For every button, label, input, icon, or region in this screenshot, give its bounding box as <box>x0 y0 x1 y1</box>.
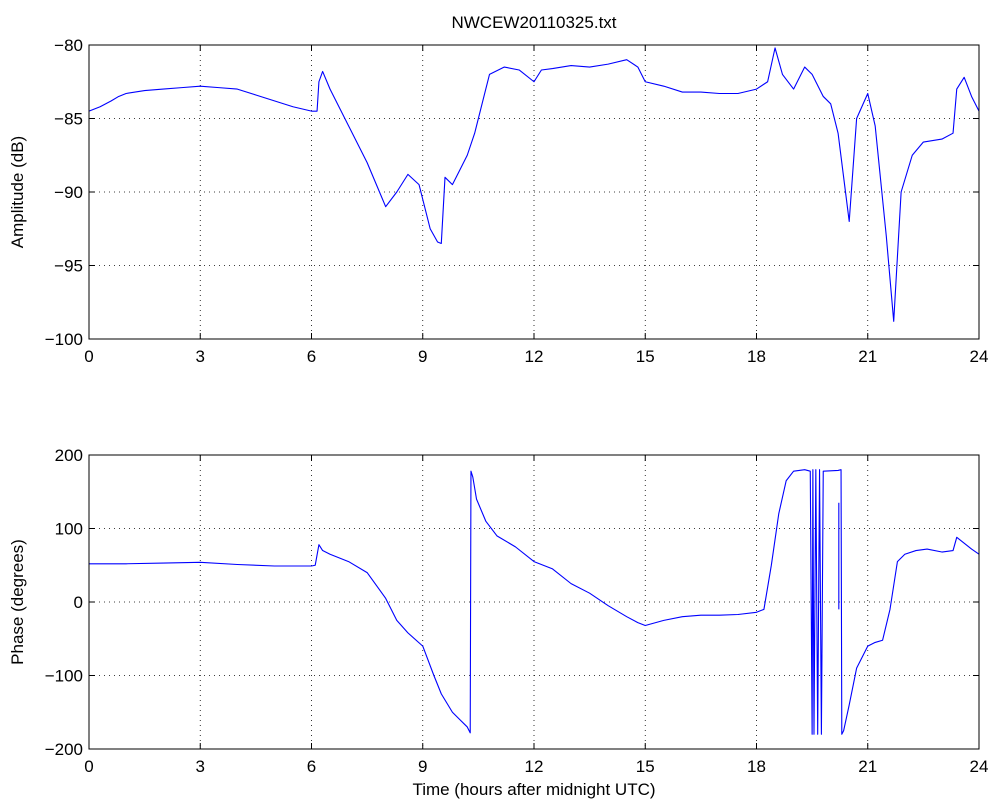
amplitude-y-tick-label: −100 <box>45 330 83 349</box>
amplitude-x-tick-label: 6 <box>307 347 316 366</box>
amplitude-y-tick-label: −85 <box>54 110 83 129</box>
phase-x-tick-label: 24 <box>970 757 989 776</box>
amplitude-x-tick-label: 24 <box>970 347 989 366</box>
amplitude-y-tick-label: −80 <box>54 36 83 55</box>
amplitude-x-tick-label: 18 <box>747 347 766 366</box>
amplitude-x-tick-label: 3 <box>196 347 205 366</box>
amplitude-series-line <box>88 47 980 322</box>
phase-x-tick-label: 0 <box>84 757 93 776</box>
phase-y-tick-label: 100 <box>55 520 83 539</box>
phase-y-tick-label: −200 <box>45 740 83 759</box>
amplitude-y-axis-label: Amplitude (dB) <box>8 136 27 248</box>
phase-panel: 0 3 6 9 12 15 18 21 24 −200 −100 0 100 200 Phase (degr… <box>8 446 988 799</box>
phase-y-tick-label: 0 <box>74 593 83 612</box>
phase-series-line <box>89 469 980 735</box>
amplitude-x-tick-label: 9 <box>418 347 427 366</box>
phase-x-tick-label: 21 <box>858 757 877 776</box>
phase-x-tick-label: 12 <box>525 757 544 776</box>
figure-title: NWCEW20110325.txt <box>451 13 616 32</box>
phase-x-axis-label: Time (hours after midnight UTC) <box>412 780 655 799</box>
phase-y-axis-label: Phase (degrees) <box>8 539 27 665</box>
phase-y-tick-label: −100 <box>45 667 83 686</box>
phase-x-tick-label: 6 <box>307 757 316 776</box>
phase-x-tick-label: 3 <box>196 757 205 776</box>
amplitude-x-tick-label: 12 <box>525 347 544 366</box>
amplitude-x-tick-label: 21 <box>858 347 877 366</box>
phase-x-tick-label: 9 <box>418 757 427 776</box>
amplitude-x-tick-label: 0 <box>84 347 93 366</box>
amplitude-x-tick-label: 15 <box>636 347 655 366</box>
phase-x-tick-label: 15 <box>636 757 655 776</box>
amplitude-y-tick-label: −95 <box>54 257 83 276</box>
amplitude-y-tick-label: −90 <box>54 183 83 202</box>
amplitude-panel: 0 3 6 9 12 15 18 21 24 −100 −95 −90 −85 −80 Amplitude … <box>8 36 988 366</box>
phase-y-tick-label: 200 <box>55 446 83 465</box>
phase-x-tick-label: 18 <box>747 757 766 776</box>
